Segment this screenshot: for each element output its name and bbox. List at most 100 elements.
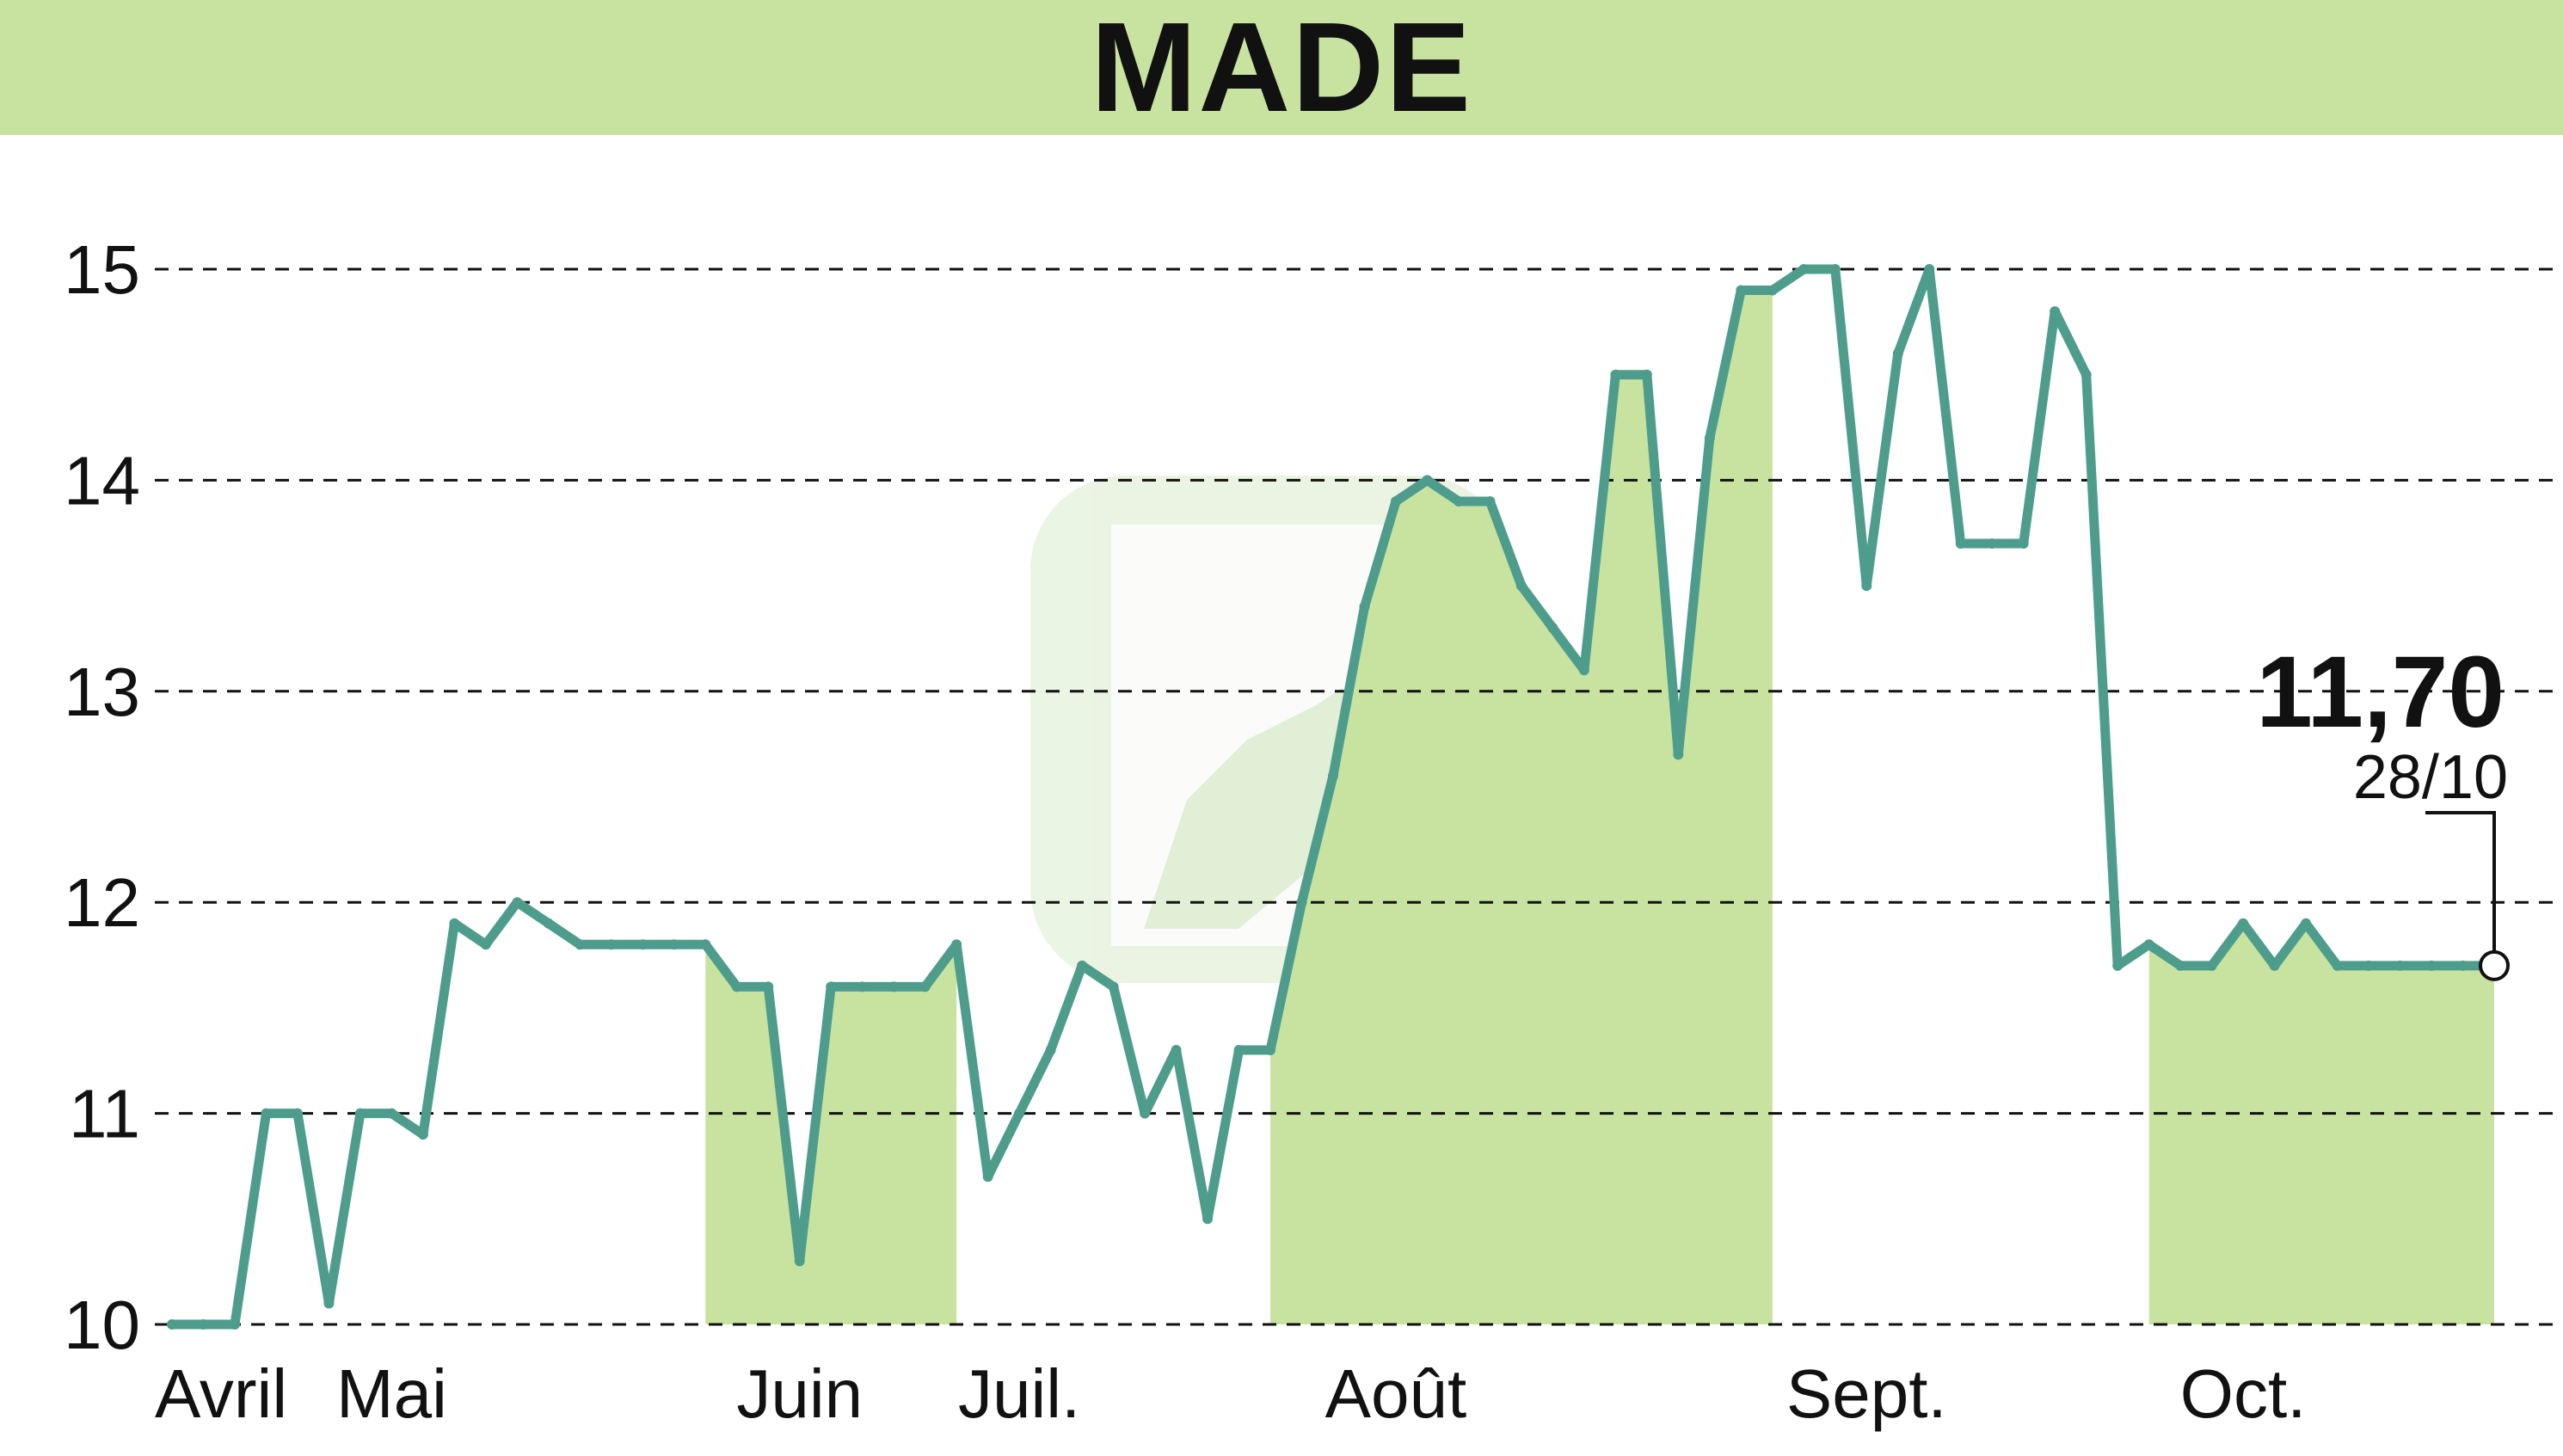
data-point xyxy=(292,1108,303,1119)
data-point xyxy=(1861,581,1872,592)
data-point xyxy=(417,1129,428,1140)
data-point xyxy=(2050,306,2061,317)
data-point xyxy=(982,1171,993,1183)
data-point xyxy=(449,918,460,929)
data-point xyxy=(2301,918,2312,929)
data-point xyxy=(1108,981,1119,992)
data-point xyxy=(1610,369,1621,380)
x-tick-label: Mai xyxy=(336,1355,447,1432)
data-point xyxy=(731,981,742,992)
data-point xyxy=(386,1108,397,1119)
data-point xyxy=(1296,897,1307,908)
data-point xyxy=(1422,475,1433,486)
data-point xyxy=(1798,264,1810,274)
last-date-label: 28/10 xyxy=(2353,743,2508,812)
data-point xyxy=(2018,538,2029,550)
data-point xyxy=(2457,960,2468,971)
y-tick-label: 13 xyxy=(64,654,140,730)
y-tick-label: 12 xyxy=(64,864,140,941)
data-point xyxy=(826,981,837,992)
data-point xyxy=(575,939,586,950)
x-tick-label: Sept. xyxy=(1786,1355,1947,1432)
data-point xyxy=(229,1319,240,1330)
data-point xyxy=(1328,770,1338,781)
y-tick-label: 11 xyxy=(69,1076,140,1152)
data-point xyxy=(2081,369,2092,380)
data-point xyxy=(2426,960,2437,971)
data-point xyxy=(167,1319,177,1330)
data-point xyxy=(2175,960,2186,971)
data-point xyxy=(951,939,962,950)
data-point xyxy=(1924,264,1935,274)
data-point xyxy=(1077,960,1088,971)
last-value-label: 11,70 xyxy=(2256,636,2505,749)
data-point xyxy=(198,1319,209,1330)
data-point xyxy=(700,939,711,950)
title-bar xyxy=(0,0,2563,135)
data-point xyxy=(2269,960,2280,971)
data-point xyxy=(2332,960,2343,971)
data-point xyxy=(512,897,523,908)
x-tick-label: Avril xyxy=(155,1355,287,1432)
data-point xyxy=(323,1298,335,1309)
month-shade-band-2 xyxy=(1270,290,1773,1324)
y-axis-tick-labels: 10 11 12 13 14 15 xyxy=(64,231,140,1363)
data-point xyxy=(763,981,774,992)
data-point xyxy=(2143,939,2154,950)
data-point xyxy=(1892,348,1903,359)
x-tick-label: Juin xyxy=(736,1355,863,1432)
last-value-callout-line xyxy=(2425,811,2496,952)
y-tick-label: 15 xyxy=(64,231,140,308)
data-point xyxy=(1390,495,1401,507)
data-point xyxy=(354,1108,366,1119)
data-point xyxy=(1045,1044,1056,1055)
data-point xyxy=(888,981,900,992)
data-point xyxy=(2363,960,2375,971)
data-point xyxy=(261,1108,272,1119)
data-point xyxy=(1140,1108,1151,1119)
data-point xyxy=(1767,285,1778,296)
data-point xyxy=(480,939,491,950)
data-point xyxy=(2112,960,2124,971)
data-point xyxy=(1704,433,1715,444)
x-tick-label: Juil. xyxy=(958,1355,1080,1432)
data-point xyxy=(1014,1108,1025,1119)
data-point xyxy=(605,939,617,950)
data-point xyxy=(1547,623,1558,634)
grid-lines xyxy=(155,267,2563,1326)
data-point xyxy=(1829,264,1841,274)
data-point xyxy=(1987,538,1998,550)
data-point xyxy=(543,918,554,929)
y-tick-label: 10 xyxy=(64,1287,140,1363)
data-point xyxy=(2238,918,2249,929)
data-point xyxy=(1233,1044,1245,1055)
data-point xyxy=(1484,495,1496,507)
data-point xyxy=(1202,1213,1214,1225)
last-point-marker xyxy=(2479,949,2510,981)
data-point xyxy=(1515,581,1527,592)
month-shading xyxy=(705,290,2494,1324)
month-shade-band-1 xyxy=(705,944,957,1324)
data-point xyxy=(919,981,931,992)
data-point xyxy=(794,1256,805,1267)
data-point xyxy=(1673,749,1684,760)
data-point xyxy=(2394,960,2406,971)
data-point xyxy=(2206,960,2217,971)
data-point xyxy=(1453,495,1464,507)
data-point xyxy=(668,939,679,950)
data-point xyxy=(1359,601,1370,612)
data-point xyxy=(1265,1044,1276,1055)
data-point xyxy=(857,981,868,992)
data-point xyxy=(1641,369,1652,380)
series-points xyxy=(167,264,2499,1330)
month-shade-band-3 xyxy=(2148,923,2494,1324)
y-tick-label: 14 xyxy=(64,442,140,519)
chart-title: MADE xyxy=(1091,0,1472,138)
data-point xyxy=(1736,285,1747,296)
x-axis-month-labels: Avril Mai Juin Juil. Août Sept. Oct. xyxy=(155,1355,2306,1432)
x-tick-label: Août xyxy=(1325,1355,1467,1432)
data-point xyxy=(1171,1044,1182,1055)
data-point xyxy=(637,939,648,950)
data-point xyxy=(1578,665,1589,676)
